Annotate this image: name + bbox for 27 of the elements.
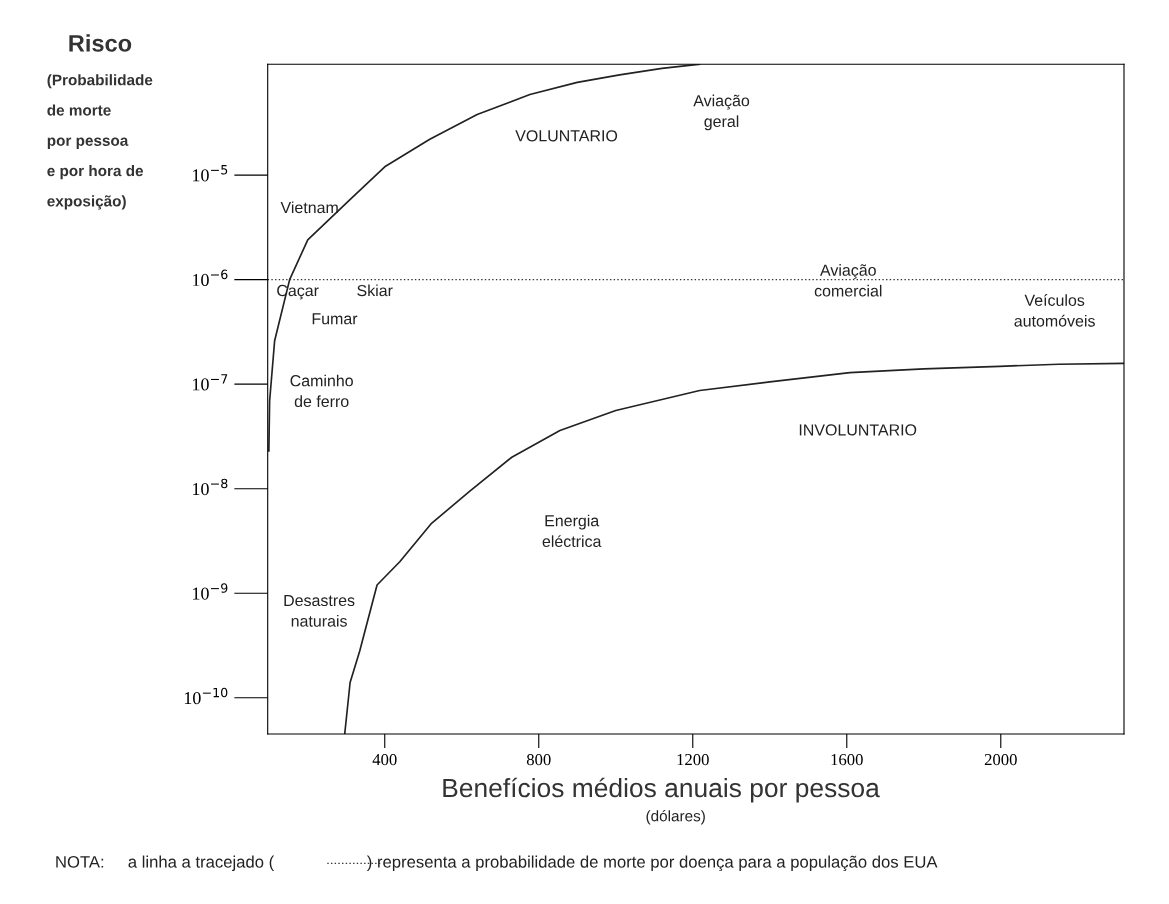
y-tick-label: 10$^{−9}$ [193,583,228,600]
chart-title: Risco [69,34,132,52]
y-tick-label: 10$^{−7}$ [193,374,228,391]
x-tick-label: 800 [526,753,551,766]
y-tick-label: 10$^{−5}$ [193,165,228,182]
annotation: Fumar [312,313,358,325]
annotation: Desastres naturais [284,594,355,627]
annotation: INVOLUNTARIO [799,424,917,436]
x-tick-label: 1200 [677,753,709,766]
annotation: VOLUNTARIO [515,130,618,142]
x-tick-label: 400 [372,753,397,766]
annotation: Caminho de ferro [290,374,353,408]
text: NOTA: a linha a tracejado ( ) representa a probabilidade de morte por doença para a população dos EUA [56,855,938,872]
y-tick-label: 10$^{−6}$ [193,269,228,287]
annotation: Skiar [357,284,393,297]
annotation: Veículos automóveis [1014,294,1095,327]
annotation: Vietnam [280,201,338,214]
annotation: Energia eléctrica [542,514,602,548]
text: (dólares) [646,810,705,825]
text: (Probabilidade de morte por pessoa e por hora de exposição) [47,74,153,210]
y-tick-label: 10$^{−10}$ [184,687,228,705]
x-tick-label: 1600 [831,753,863,766]
annotation: Aviação comercial [814,264,882,297]
annotation: Aviação geral [693,94,750,131]
x-axis-title: Benefícios médios anuais por pessoa [443,777,880,803]
y-tick-label: 10$^{−8}$ [193,478,228,496]
x-tick-label: 2000 [984,753,1017,766]
